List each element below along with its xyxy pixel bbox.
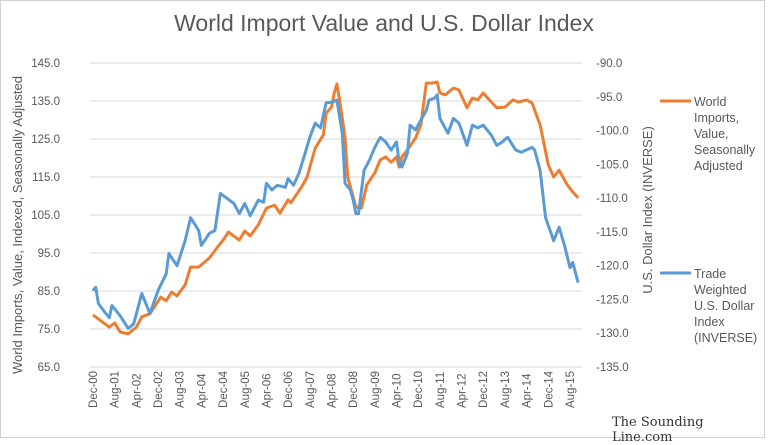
y2-tick-label: -95.0 [596,92,622,104]
y2-tick-label: -125.0 [596,294,629,306]
legend-label: (INVERSE) [694,331,757,345]
x-tick-label: Dec-14 [543,370,555,408]
x-tick-label: Apr-08 [326,373,338,408]
y-tick-label: 125.0 [31,134,60,146]
y2-tick-label: -105.0 [596,159,629,171]
y-tick-label: 105.0 [31,210,60,222]
x-tick-label: Apr-04 [196,373,208,408]
y2-tick-label: -130.0 [596,328,629,340]
x-tick-label: Aug-09 [370,371,382,408]
x-tick-label: Dec-06 [283,371,295,408]
legend-label: Trade [694,267,726,281]
y-tick-label: 135.0 [31,96,60,108]
legend-label: Index [694,315,725,329]
x-tick-label: Apr-06 [261,373,273,408]
y2-tick-label: -120.0 [596,261,629,273]
y2-axis-title: U.S. Dollar Index (INVERSE) [640,126,655,294]
x-tick-label: Aug-11 [435,372,447,408]
x-tick-label: Dec-12 [478,371,490,408]
x-tick-label: Apr-02 [131,373,143,408]
y2-tick-label: -100.0 [596,126,629,138]
legend-label: U.S. Dollar [694,299,754,313]
x-tick-label: Apr-14 [522,373,534,408]
legend-label: Seasonally [694,143,756,157]
y2-tick-label: -115.0 [596,227,628,239]
x-tick-label: Aug-07 [305,371,317,408]
x-tick-label: Aug-05 [240,371,252,408]
x-tick-label: Dec-02 [153,371,165,408]
x-tick-label: Aug-03 [175,371,187,408]
x-tick-label: Dec-04 [218,370,230,408]
series-line-world-imports [92,80,580,336]
series-line-dollar-index [91,93,580,330]
x-tick-label: Dec-00 [88,371,100,408]
y-axis-title: World Imports, Value, Indexed, Seasonall… [10,76,25,374]
y2-tick-label: -110.0 [596,193,628,205]
x-tick-label: Apr-10 [392,373,404,408]
x-tick-label: Dec-10 [413,371,425,408]
x-tick-label: Aug-01 [110,371,122,408]
y-tick-label: 75.0 [38,324,60,336]
y2-tick-label: -135.0 [596,362,629,374]
y-tick-label: 65.0 [38,362,60,374]
legend-label: Value, [694,127,729,141]
y-tick-label: 85.0 [38,286,60,298]
y-tick-label: 145.0 [31,58,60,70]
y-tick-label: 95.0 [38,248,60,260]
legend-label: World [694,95,726,109]
chart-title: World Import Value and U.S. Dollar Index [174,10,594,36]
y-tick-label: 115.0 [32,172,60,184]
x-tick-label: Dec-08 [348,371,360,408]
x-tick-label: Aug-15 [565,371,577,408]
legend-label: Adjusted [694,159,743,173]
x-tick-label: Apr-12 [457,373,469,408]
y2-tick-label: -90.0 [596,58,622,70]
legend-label: Weighted [694,283,747,297]
legend-label: Imports, [694,111,739,125]
x-tick-label: Aug-13 [500,371,512,408]
